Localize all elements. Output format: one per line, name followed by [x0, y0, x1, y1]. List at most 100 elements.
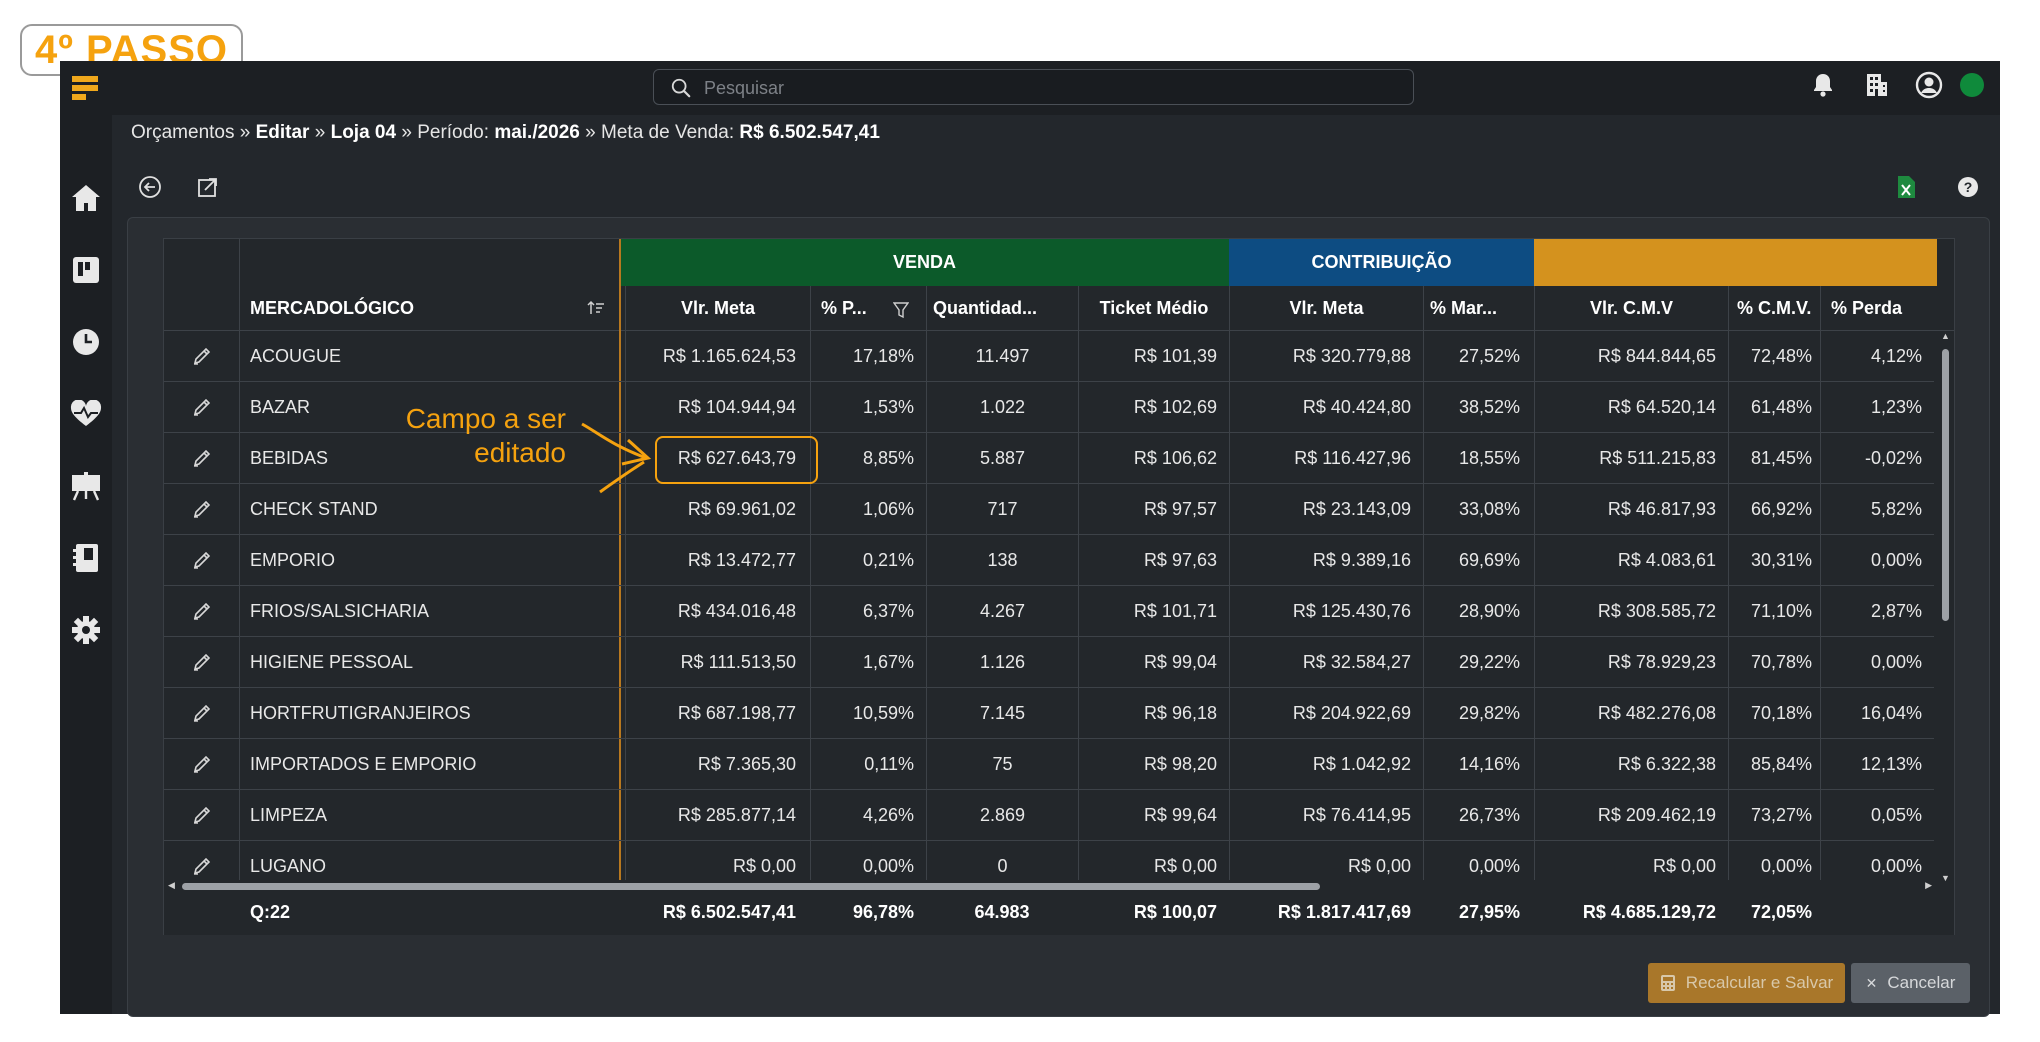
table-row[interactable]: FRIOS/SALSICHARIA R$ 434.016,48 6,37% 4.267… [164, 586, 1934, 637]
value-cell: R$ 97,63 [1078, 535, 1229, 585]
clock-icon[interactable] [68, 324, 104, 360]
breadcrumb-orcamentos[interactable]: Orçamentos [131, 122, 235, 143]
total-cell: R$ 1.817.417,69 [1277, 902, 1411, 922]
vlr-meta-venda-cell[interactable]: R$ 111.513,50 [625, 637, 810, 687]
vlr-meta-venda-cell[interactable]: R$ 434.016,48 [625, 586, 810, 636]
mercadologico-cell: ACOUGUE [250, 345, 342, 366]
table-row[interactable]: IMPORTADOS E EMPORIO R$ 7.365,30 0,11% 75 R$… [164, 739, 1934, 790]
value-cell: 0,21% [810, 535, 926, 585]
edit-pencil-icon[interactable] [164, 739, 240, 789]
table-row[interactable]: ACOUGUE R$ 1.165.624,53 17,18% 11.497 R$ 101… [164, 331, 1934, 382]
value-cell: 6,37% [810, 586, 926, 636]
value-cell: 0,00% [1728, 841, 1820, 891]
value-cell: 11.497 [926, 331, 1078, 381]
value-cell: R$ 116.427,96 [1229, 433, 1423, 483]
table-row[interactable]: BEBIDAS R$ 627.643,79 8,85% 5.887 R$ 106,62 R… [164, 433, 1934, 484]
edit-pencil-icon[interactable] [164, 688, 240, 738]
table-row[interactable]: HIGIENE PESSOAL R$ 111.513,50 1,67% 1.126 R$… [164, 637, 1934, 688]
table-row[interactable]: BAZAR R$ 104.944,94 1,53% 1.022 R$ 102,69 R$ … [164, 382, 1934, 433]
value-cell: 26,73% [1423, 790, 1534, 840]
heart-pulse-icon[interactable] [68, 396, 104, 432]
table-row[interactable]: LUGANO R$ 0,00 0,00% 0 R$ 0,00 R$ 0,00 0,00% R$… [164, 841, 1934, 892]
annotation-arrow-icon [581, 422, 652, 494]
value-cell: 0,00% [1820, 637, 1934, 687]
excel-export-icon[interactable] [1892, 173, 1920, 201]
value-cell: 17,18% [810, 331, 926, 381]
column-header[interactable]: Vlr. C.M.V [1534, 286, 1728, 331]
table-row[interactable]: EMPORIO R$ 13.472,77 0,21% 138 R$ 97,63 R$ 9.… [164, 535, 1934, 586]
value-cell: 14,16% [1423, 739, 1534, 789]
vlr-meta-venda-cell[interactable]: R$ 104.944,94 [625, 382, 810, 432]
edit-pencil-icon[interactable] [164, 841, 240, 891]
value-cell: 138 [926, 535, 1078, 585]
home-icon[interactable] [68, 180, 104, 216]
column-header[interactable]: Vlr. Meta [625, 286, 810, 331]
help-icon[interactable]: ? [1954, 173, 1982, 201]
notebook-icon[interactable] [68, 540, 104, 576]
horizontal-scroll-thumb[interactable] [182, 883, 1320, 890]
user-avatar-icon[interactable] [1914, 70, 1944, 100]
search-input[interactable] [704, 76, 1384, 100]
building-icon[interactable] [1862, 70, 1892, 100]
group-contribuicao: CONTRIBUIÇÃO [1229, 239, 1534, 286]
value-cell: 69,69% [1423, 535, 1534, 585]
annotation-text: Campo a ser editado [405, 403, 566, 468]
value-cell: R$ 320.779,88 [1229, 331, 1423, 381]
column-header[interactable]: Ticket Médio [1078, 286, 1229, 331]
search-bar[interactable] [653, 69, 1414, 105]
column-header[interactable]: Vlr. Meta [1229, 286, 1423, 331]
vertical-scroll-thumb[interactable] [1942, 349, 1949, 621]
app-logo[interactable] [72, 76, 98, 104]
vlr-meta-venda-cell[interactable]: R$ 687.198,77 [625, 688, 810, 738]
cancel-button[interactable]: ✕ Cancelar [1851, 963, 1970, 1003]
edit-pencil-icon[interactable] [164, 382, 240, 432]
value-cell: 12,13% [1820, 739, 1934, 789]
value-cell: 4,26% [810, 790, 926, 840]
value-cell: R$ 1.042,92 [1229, 739, 1423, 789]
column-header[interactable]: % P... [810, 286, 926, 331]
table-row[interactable]: LIMPEZA R$ 285.877,14 4,26% 2.869 R$ 99,64 R$… [164, 790, 1934, 841]
vertical-scrollbar[interactable]: ▲ ▼ [1936, 331, 1954, 883]
bell-icon[interactable] [1808, 70, 1838, 100]
breadcrumb-meta-venda: R$ 6.502.547,41 [739, 122, 880, 143]
value-cell: R$ 511.215,83 [1534, 433, 1728, 483]
horizontal-scrollbar[interactable]: ◀ ▶ [164, 880, 1936, 892]
column-header[interactable]: % C.M.V. [1728, 286, 1820, 331]
header-mercadologico[interactable]: MERCADOLÓGICO [250, 298, 414, 318]
value-cell: 0 [926, 841, 1078, 891]
presentation-icon[interactable] [68, 468, 104, 504]
column-header[interactable]: % Perda [1820, 286, 1934, 331]
value-cell: R$ 40.424,80 [1229, 382, 1423, 432]
value-cell: R$ 4.083,61 [1534, 535, 1728, 585]
edit-pencil-icon[interactable] [164, 586, 240, 636]
open-external-icon[interactable] [194, 173, 222, 201]
edit-pencil-icon[interactable] [164, 331, 240, 381]
edit-pencil-icon[interactable] [164, 637, 240, 687]
column-header[interactable]: % Mar... [1423, 286, 1534, 331]
edit-pencil-icon[interactable] [164, 790, 240, 840]
vlr-meta-venda-cell[interactable]: R$ 13.472,77 [625, 535, 810, 585]
edit-pencil-icon[interactable] [164, 484, 240, 534]
column-header[interactable]: Quantidad... [926, 286, 1078, 331]
mercadologico-cell: CHECK STAND [250, 498, 378, 519]
vlr-meta-venda-cell[interactable]: R$ 1.165.624,53 [625, 331, 810, 381]
breadcrumb-periodo: mai./2026 [494, 122, 580, 143]
table-row[interactable]: HORTFRUTIGRANJEIROS R$ 687.198,77 10,59% 7.… [164, 688, 1934, 739]
edit-pencil-icon[interactable] [164, 535, 240, 585]
sort-icon[interactable] [587, 296, 611, 320]
edit-pencil-icon[interactable] [164, 433, 240, 483]
vlr-meta-venda-cell[interactable]: R$ 69.961,02 [625, 484, 810, 534]
filter-icon[interactable] [893, 300, 913, 320]
table-row[interactable]: CHECK STAND R$ 69.961,02 1,06% 717 R$ 97,57 R… [164, 484, 1934, 535]
vlr-meta-venda-cell[interactable]: R$ 285.877,14 [625, 790, 810, 840]
vlr-meta-venda-cell[interactable]: R$ 7.365,30 [625, 739, 810, 789]
mercadologico-cell: HORTFRUTIGRANJEIROS [250, 702, 471, 723]
settings-gear-icon[interactable] [68, 612, 104, 648]
kanban-icon[interactable] [68, 252, 104, 288]
vlr-meta-venda-cell[interactable]: R$ 627.643,79 [625, 433, 810, 483]
vlr-meta-venda-cell[interactable]: R$ 0,00 [625, 841, 810, 891]
recalculate-save-button[interactable]: Recalcular e Salvar [1648, 963, 1845, 1003]
value-cell: 70,18% [1728, 688, 1820, 738]
value-cell: R$ 125.430,76 [1229, 586, 1423, 636]
back-arrow-icon[interactable] [136, 173, 164, 201]
